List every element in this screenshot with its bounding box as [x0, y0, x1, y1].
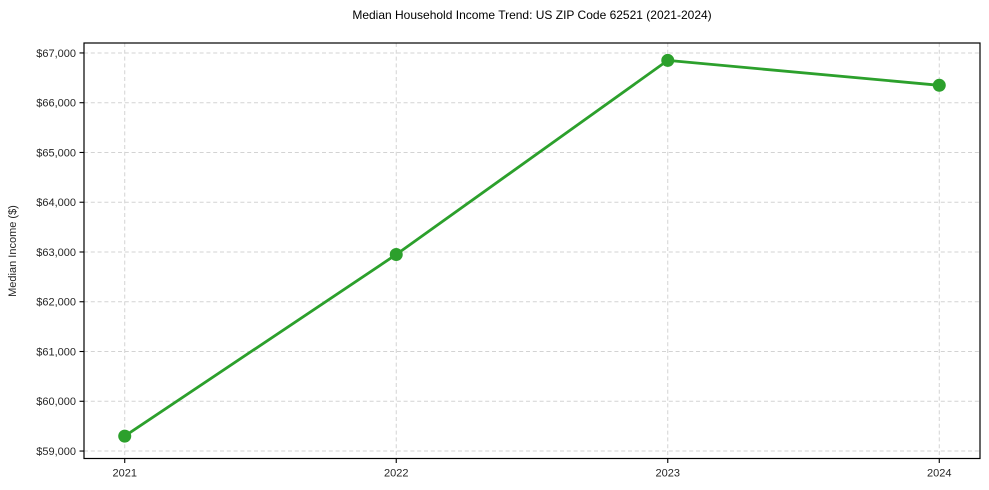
y-tick-label-64000: $64,000: [36, 197, 76, 209]
y-tick-label-66000: $66,000: [36, 98, 76, 110]
data-point-2024: [932, 78, 946, 92]
plot-border: [83, 42, 981, 460]
trend-line: [123, 59, 941, 438]
data-point-2023: [661, 53, 675, 67]
data-point-2022: [389, 247, 403, 261]
y-tick-label-62000: $62,000: [36, 297, 76, 309]
y-tick-label-59000: $59,000: [36, 446, 76, 458]
y-tick-label-63000: $63,000: [36, 247, 76, 259]
x-tick-label-2021: 2021: [112, 468, 136, 480]
y-tick-label-61000: $61,000: [36, 346, 76, 358]
x-tick-label-2022: 2022: [384, 468, 408, 480]
data-point-2021: [118, 429, 132, 443]
y-tick-label-60000: $60,000: [36, 396, 76, 408]
y-tick-label-65000: $65,000: [36, 147, 76, 159]
x-tick-label-2023: 2023: [656, 468, 680, 480]
x-tick-label-2024: 2024: [927, 468, 951, 480]
y-tick-label-67000: $67,000: [36, 48, 76, 60]
chart-title: Median Household Income Trend: US ZIP Co…: [352, 8, 712, 22]
